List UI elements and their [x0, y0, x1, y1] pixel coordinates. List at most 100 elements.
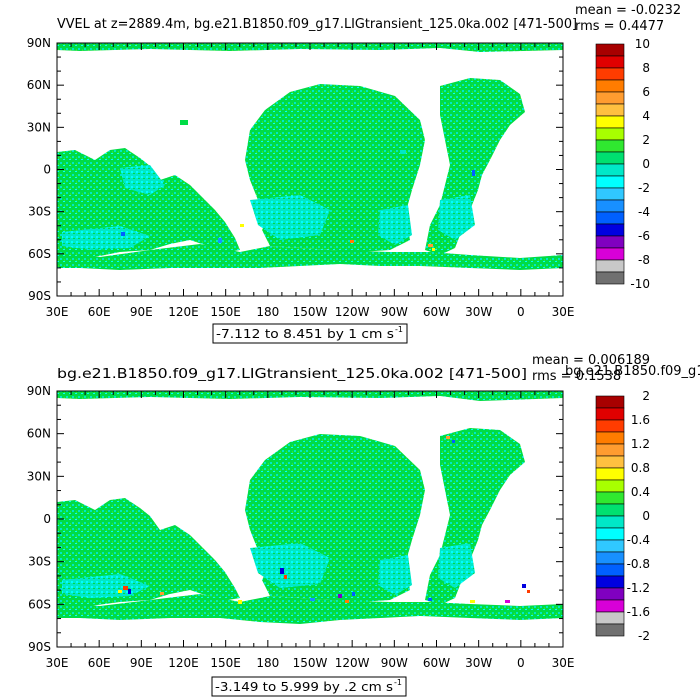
- x-tick-label: 120W: [335, 656, 370, 670]
- x-tick-label: 0: [517, 305, 525, 319]
- x-tick-label: 150W: [293, 305, 328, 319]
- x-tick-label: 90E: [130, 305, 153, 319]
- colorbar-swatch: [595, 67, 625, 81]
- panel-1-range-text: -7.112 to 8.451 by 1 cm s: [216, 327, 394, 341]
- colorbar-swatch: [595, 575, 625, 589]
- colorbar-swatch: [595, 467, 625, 481]
- svg-text:-7.112 to 8.451 by 1 cm s: -7.112 to 8.451 by 1 cm s: [216, 327, 394, 341]
- colorbar-swatch: [595, 55, 625, 69]
- colorbar-label: 6: [642, 85, 650, 99]
- colorbar-swatch: [595, 43, 625, 57]
- colorbar-label: -0.4: [627, 533, 650, 547]
- colorbar-swatch: [595, 527, 625, 541]
- colorbar-swatch: [595, 599, 625, 613]
- colorbar-label: 0.8: [631, 461, 650, 475]
- colorbar-label: 0: [642, 157, 650, 171]
- colorbar-label: -4: [638, 205, 650, 219]
- colorbar-swatch: [595, 91, 625, 105]
- colorbar-swatch: [595, 247, 625, 261]
- colorbar-swatch: [595, 431, 625, 445]
- colorbar-swatch: [595, 223, 625, 237]
- y-tick-label: 0: [43, 163, 51, 177]
- colorbar-swatch: [595, 491, 625, 505]
- panel-2-mean: mean = 0.006189: [532, 353, 650, 368]
- colorbar-swatch: [595, 139, 625, 153]
- colorbar-swatch: [595, 587, 625, 601]
- x-tick-label: 90W: [381, 305, 408, 319]
- colorbar-label: -6: [638, 229, 650, 243]
- x-tick-label: 90E: [130, 656, 153, 670]
- colorbar-label: -10: [630, 277, 650, 291]
- colorbar-label: 10: [635, 37, 650, 51]
- colorbar-label: -2: [638, 181, 650, 195]
- colorbar-label: 8: [642, 61, 650, 75]
- y-tick-label: 90S: [28, 289, 51, 303]
- colorbar-swatch: [595, 407, 625, 421]
- y-tick-label: 30N: [27, 120, 51, 134]
- colorbar-swatch: [595, 455, 625, 469]
- southern-ocean-field: [57, 244, 563, 270]
- colorbar-swatch: [595, 175, 625, 189]
- panel-1-title: VVEL at z=2889.4m, bg.e21.B1850.f09_g17.…: [57, 17, 577, 32]
- colorbar-swatch: [595, 515, 625, 529]
- x-tick-label: 150E: [210, 656, 241, 670]
- colorbar-swatch: [595, 163, 625, 177]
- x-tick-label: 30W: [465, 305, 492, 319]
- colorbar-label: -0.8: [627, 557, 650, 571]
- colorbar-label: -1.6: [627, 605, 650, 619]
- colorbar-swatch: [595, 479, 625, 493]
- x-tick-label: 120E: [168, 656, 199, 670]
- colorbar-swatch: [595, 271, 625, 285]
- colorbar-swatch: [595, 419, 625, 433]
- y-tick-label: 30S: [28, 205, 51, 219]
- colorbar-label: 0: [642, 509, 650, 523]
- colorbar-label: -1.2: [627, 581, 650, 595]
- y-tick-label: 90N: [27, 36, 51, 50]
- colorbar-swatch: [595, 211, 625, 225]
- x-tick-label: 30W: [465, 656, 492, 670]
- colorbar-label: -2: [638, 629, 650, 643]
- x-tick-label: 150E: [210, 305, 241, 319]
- colorbar-swatch: [595, 443, 625, 457]
- x-tick-label: 60E: [88, 656, 111, 670]
- y-tick-label: 60N: [27, 427, 51, 441]
- x-tick-label: 120E: [168, 305, 199, 319]
- panel-2-range-unit: -1: [394, 678, 402, 687]
- colorbar-swatch: [595, 79, 625, 93]
- southern-ocean-field: [57, 594, 563, 624]
- panel-1-rms: rms = 0.4477: [575, 19, 664, 34]
- colorbar-swatch: [595, 103, 625, 117]
- colorbar-swatch: [595, 503, 625, 517]
- x-tick-label: 180: [256, 305, 279, 319]
- y-tick-label: 60S: [28, 597, 51, 611]
- panel-2-range-text: -3.149 to 5.999 by .2 cm s: [215, 680, 393, 694]
- y-tick-label: 0: [43, 512, 51, 526]
- x-tick-label: 150W: [293, 656, 328, 670]
- colorbar-label: 2: [642, 133, 650, 147]
- colorbar-label: 0.4: [631, 485, 650, 499]
- colorbar-swatch: [595, 187, 625, 201]
- panel-2-map: [57, 391, 563, 647]
- panel-1-map: [57, 43, 563, 296]
- x-tick-label: 0: [517, 656, 525, 670]
- x-tick-label: 30E: [552, 656, 575, 670]
- colorbar-swatch: [595, 199, 625, 213]
- panel-2-rms: rms = 0.1538: [532, 369, 621, 384]
- y-tick-label: 30N: [27, 469, 51, 483]
- colorbar-swatch: [595, 151, 625, 165]
- panel-1: VVEL at z=2889.4m, bg.e21.B1850.f09_g17.…: [27, 3, 681, 344]
- y-tick-label: 90S: [28, 640, 51, 654]
- colorbar-swatch: [595, 115, 625, 129]
- svg-text:-3.149 to 5.999 by .2 cm s: -3.149 to 5.999 by .2 cm s: [215, 680, 393, 694]
- panel-1-range-box: -7.112 to 8.451 by 1 cm s -1: [212, 323, 408, 344]
- colorbar-swatch: [595, 611, 625, 625]
- x-tick-label: 120W: [335, 305, 370, 319]
- y-tick-label: 90N: [27, 384, 51, 398]
- x-tick-label: 60W: [423, 305, 450, 319]
- x-tick-label: 180: [256, 656, 279, 670]
- y-tick-label: 60N: [27, 78, 51, 92]
- y-tick-label: 60S: [28, 247, 51, 261]
- x-tick-label: 30E: [46, 305, 69, 319]
- panel-2-overlap: bg.e21.B1850.f09_g1: [565, 364, 700, 379]
